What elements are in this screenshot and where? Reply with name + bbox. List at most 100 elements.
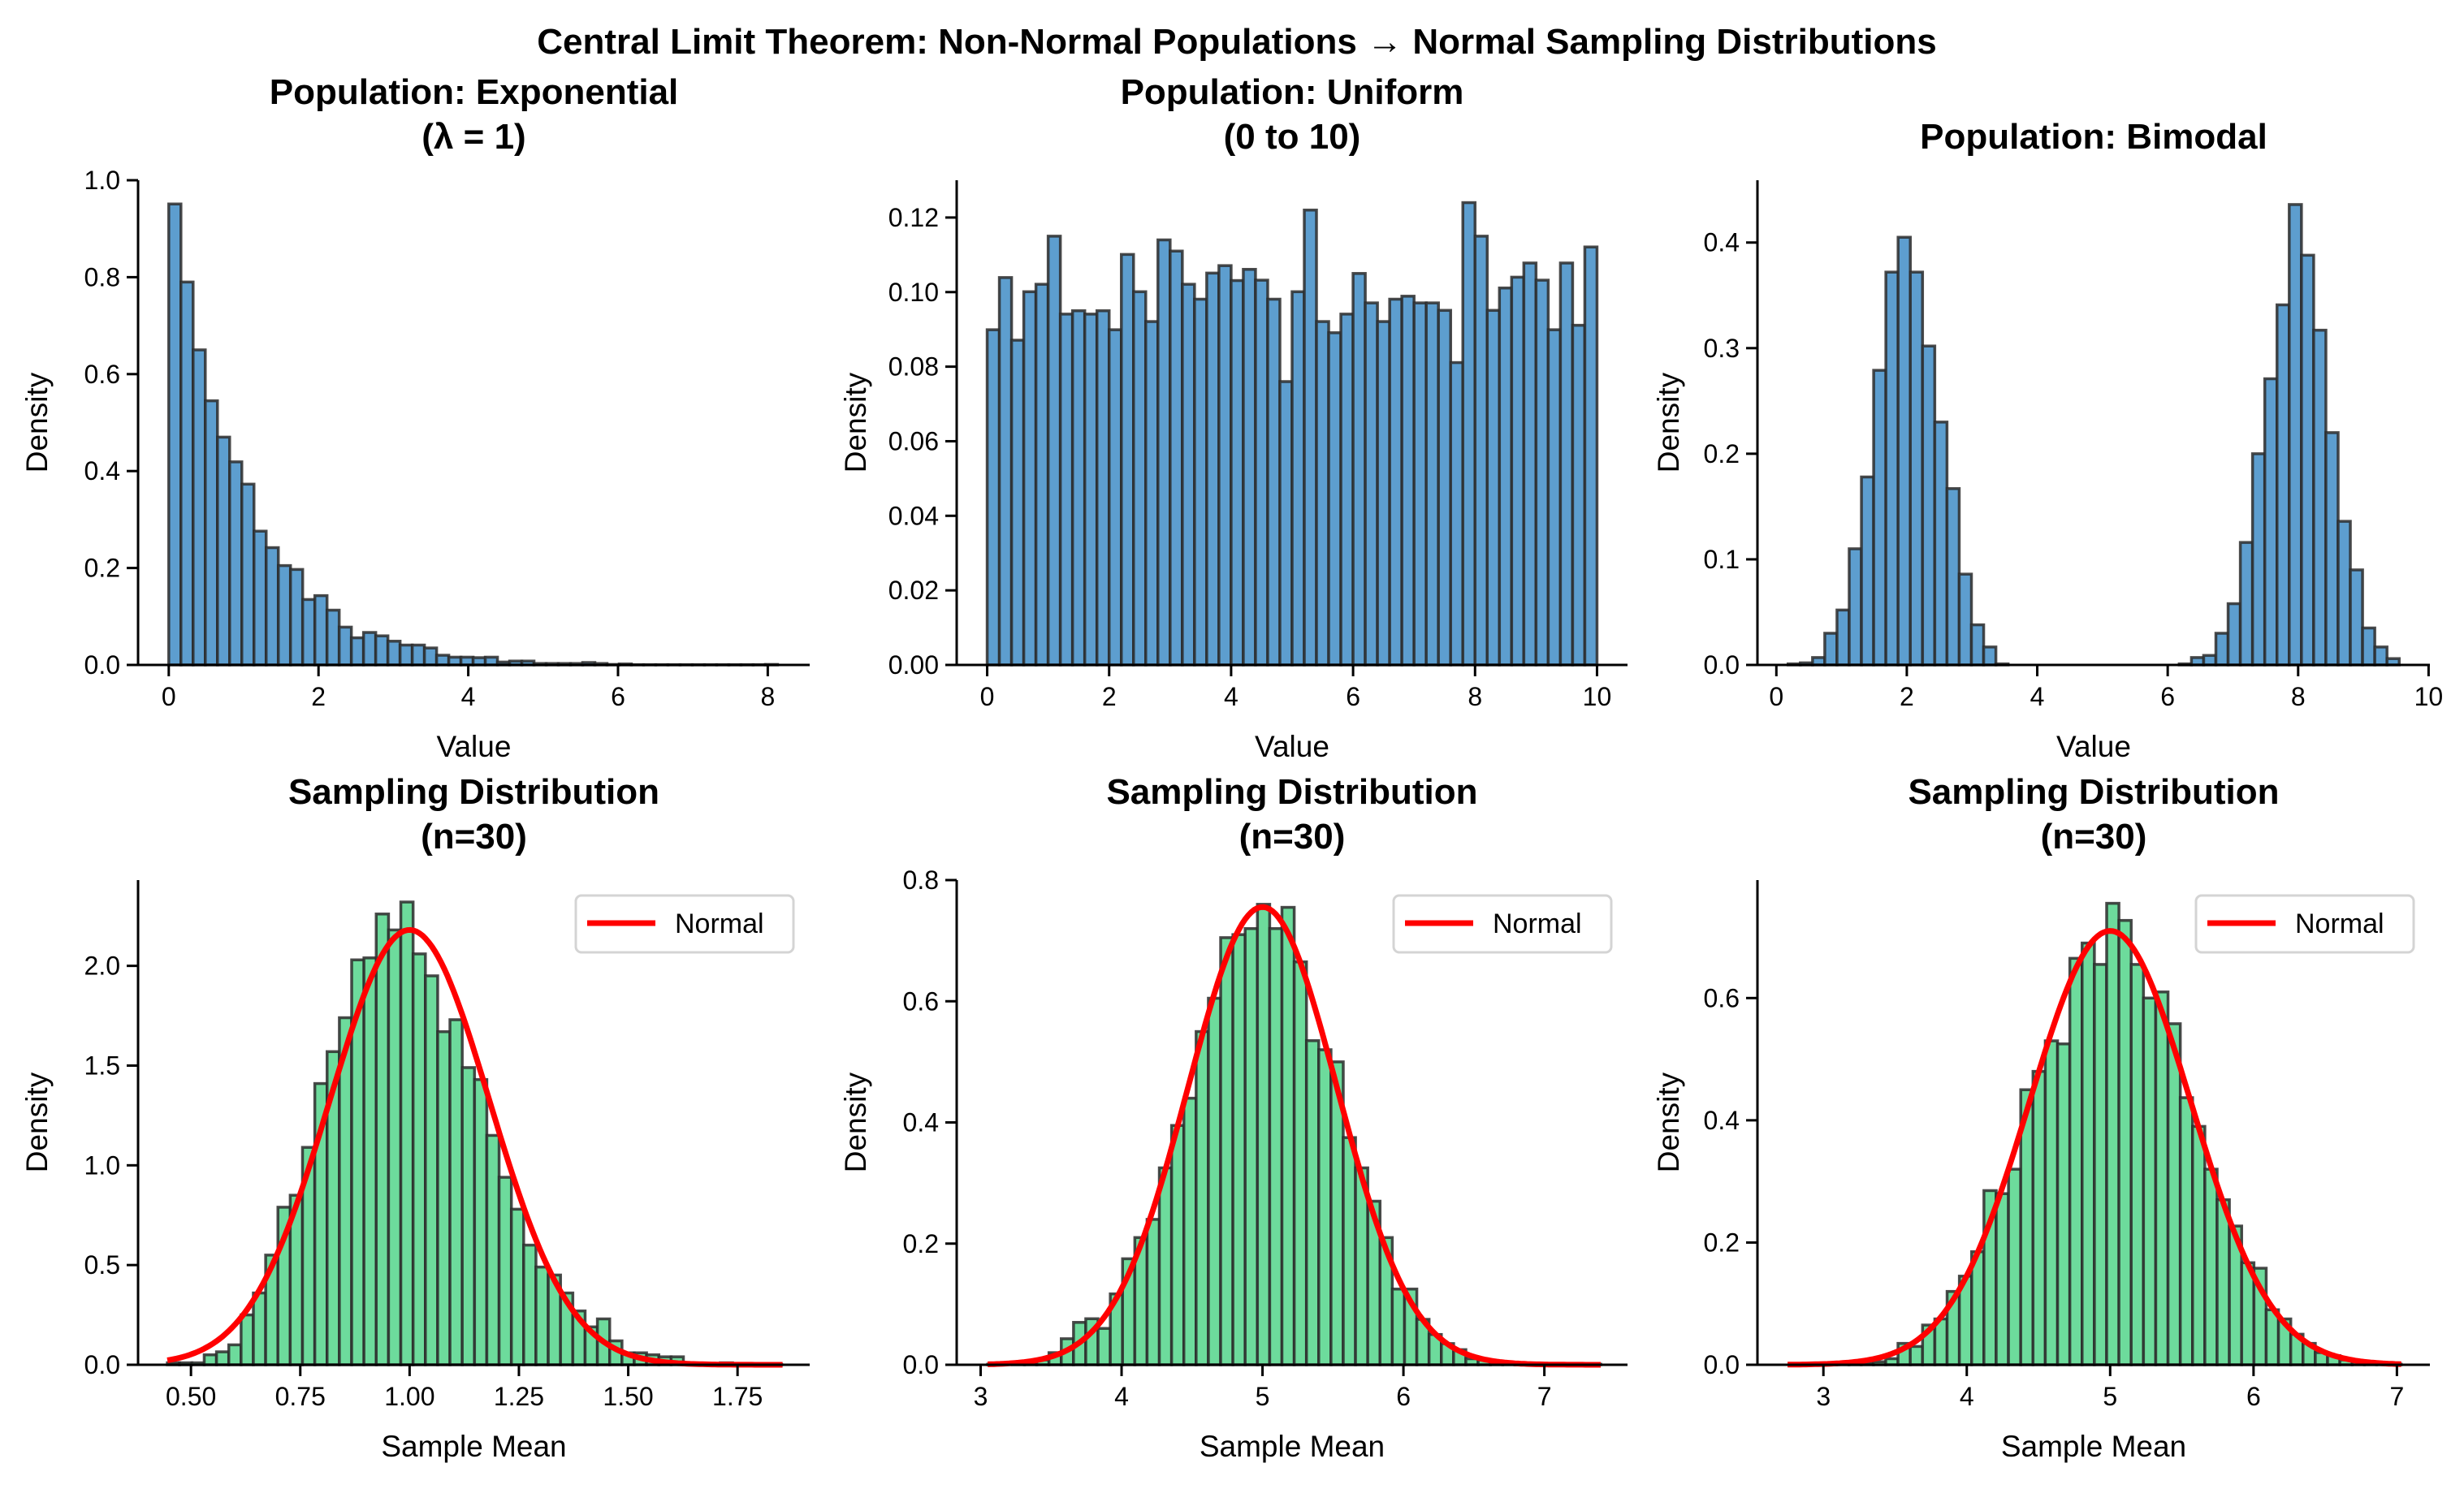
- histogram-bar: [1292, 960, 1308, 1366]
- histogram-bar: [2215, 1198, 2231, 1366]
- subplot-4: 0.50 0.75 1.00 1.25 1.50 1.75 0.0 0.5 1.0 1.5 2.0 S…: [20, 772, 810, 1463]
- histogram-bar: [1169, 1124, 1186, 1366]
- histogram-bar: [424, 974, 439, 1366]
- x-tick-label: 5: [1256, 1382, 1270, 1411]
- subplot-1: 0 2 4 6 8 0.0 0.2 0.4 0.6 0.8 1.0 Value Density Popul…: [20, 72, 810, 763]
- histogram-bar: [1195, 1029, 1210, 1366]
- histogram-bar: [1909, 270, 1925, 667]
- histogram-bar: [2288, 203, 2303, 667]
- y-tick-label: 1.5: [84, 1051, 120, 1080]
- x-tick-label: 4: [1960, 1382, 1974, 1411]
- x-tick-label: 6: [1396, 1382, 1411, 1411]
- histogram-bar: [422, 646, 439, 667]
- histogram-bar: [1095, 309, 1111, 667]
- histogram-bar: [2093, 963, 2108, 1366]
- histogram-bar: [2166, 1022, 2182, 1366]
- histogram-bar: [1303, 208, 1318, 667]
- subplot-3: 0 2 4 6 8 10 0.0 0.1 0.2 0.3 0.4 Value Density Popula…: [1652, 117, 2443, 763]
- y-tick-label: 0.2: [84, 554, 120, 583]
- histogram-bar: [2226, 602, 2242, 667]
- histogram-bar: [1400, 295, 1416, 667]
- histogram-bar: [1461, 201, 1477, 667]
- histogram-bar: [534, 1265, 550, 1366]
- histogram-bar: [1254, 278, 1269, 667]
- histogram-bar: [167, 202, 183, 667]
- y-tick-label: 0.5: [84, 1250, 120, 1280]
- histogram-bar: [522, 1243, 538, 1366]
- histogram-bar: [252, 1291, 267, 1366]
- figure-suptitle: Central Limit Theorem: Non-Normal Popula…: [537, 22, 1936, 62]
- y-axis-label: Density: [839, 372, 872, 473]
- x-tick-label: 0: [980, 682, 995, 711]
- histogram-bar: [1096, 1327, 1112, 1366]
- legend-frame: [2194, 894, 2415, 954]
- histogram-bar: [1169, 249, 1184, 667]
- histogram-bar: [1181, 283, 1196, 667]
- y-tick-label: 0.2: [903, 1229, 939, 1258]
- histogram-bar: [1268, 926, 1284, 1366]
- histogram-bar: [216, 435, 231, 667]
- y-tick-label: 0.0: [1704, 650, 1740, 680]
- y-tick-label: 0.12: [888, 203, 939, 232]
- y-tick-label: 0.4: [903, 1108, 939, 1137]
- histogram-bar: [434, 654, 451, 667]
- histogram-bar: [1823, 632, 1839, 667]
- histogram-bar: [227, 1343, 243, 1366]
- normal-curve: [166, 926, 783, 1368]
- x-axis-label: Value: [2056, 730, 2131, 763]
- y-tick-label: 0.2: [1704, 439, 1740, 468]
- legend-frame: [574, 894, 795, 954]
- histogram-bar: [1437, 309, 1452, 667]
- x-tick-label: 4: [461, 682, 476, 711]
- histogram-bar: [1896, 235, 1912, 667]
- subplot-title: Sampling Distribution: [1106, 772, 1477, 812]
- histogram-bar: [300, 598, 317, 667]
- histogram-bar: [1872, 369, 1887, 667]
- histogram-bar: [276, 563, 292, 667]
- x-tick-label: 7: [1537, 1382, 1552, 1411]
- histogram-bar: [1132, 290, 1148, 667]
- legend-label: Normal: [2295, 909, 2384, 939]
- y-tick-label: 0.6: [84, 360, 120, 389]
- histogram-bar: [1522, 261, 1538, 667]
- histogram-bar: [228, 460, 244, 667]
- histogram-bar: [204, 399, 219, 667]
- histogram-bar: [362, 956, 378, 1366]
- legend: Normal: [1392, 894, 1613, 954]
- x-tick-label: 2: [311, 682, 326, 711]
- subplot-2: 0 2 4 6 8 10 0.00 0.02 0.04 0.06 0.08 0.10 0.12 Value…: [839, 72, 1628, 763]
- histogram-bar: [179, 280, 195, 667]
- histogram-bar: [361, 631, 378, 667]
- histogram-bar: [1449, 360, 1465, 667]
- histogram-bar: [2068, 956, 2084, 1366]
- x-tick-label: 10: [2414, 682, 2444, 711]
- histogram-bar: [1280, 905, 1296, 1366]
- histogram-bar: [2202, 654, 2218, 667]
- histogram-bar: [436, 1029, 452, 1366]
- histogram-bar: [1376, 320, 1391, 667]
- x-tick-label: 8: [2291, 682, 2306, 711]
- histogram-bar: [2142, 996, 2158, 1366]
- histogram-bar: [387, 928, 403, 1366]
- histogram-bar: [386, 639, 402, 667]
- histogram-bar: [1933, 421, 1949, 667]
- x-tick-label: 2: [1900, 682, 1914, 711]
- legend-label: Normal: [675, 909, 764, 939]
- histogram-bar: [2178, 1096, 2194, 1366]
- histogram-bar: [411, 952, 427, 1366]
- y-axis-label: Density: [1652, 372, 1685, 473]
- subplot-title: Population: Exponential: [270, 72, 679, 112]
- histogram-bar: [2263, 377, 2279, 667]
- x-tick-label: 8: [1468, 682, 1482, 711]
- histogram-bar: [1156, 238, 1172, 667]
- histogram-bar: [214, 1350, 231, 1366]
- histogram-bar: [1182, 1096, 1198, 1366]
- histogram-bar: [1046, 235, 1062, 667]
- x-tick-label: 5: [2103, 1382, 2117, 1411]
- histogram-bar: [1485, 309, 1502, 667]
- histogram-bar: [1969, 623, 1986, 667]
- histogram-bar: [325, 608, 341, 667]
- histogram-bar: [1510, 275, 1526, 667]
- y-tick-label: 0.0: [84, 1350, 120, 1379]
